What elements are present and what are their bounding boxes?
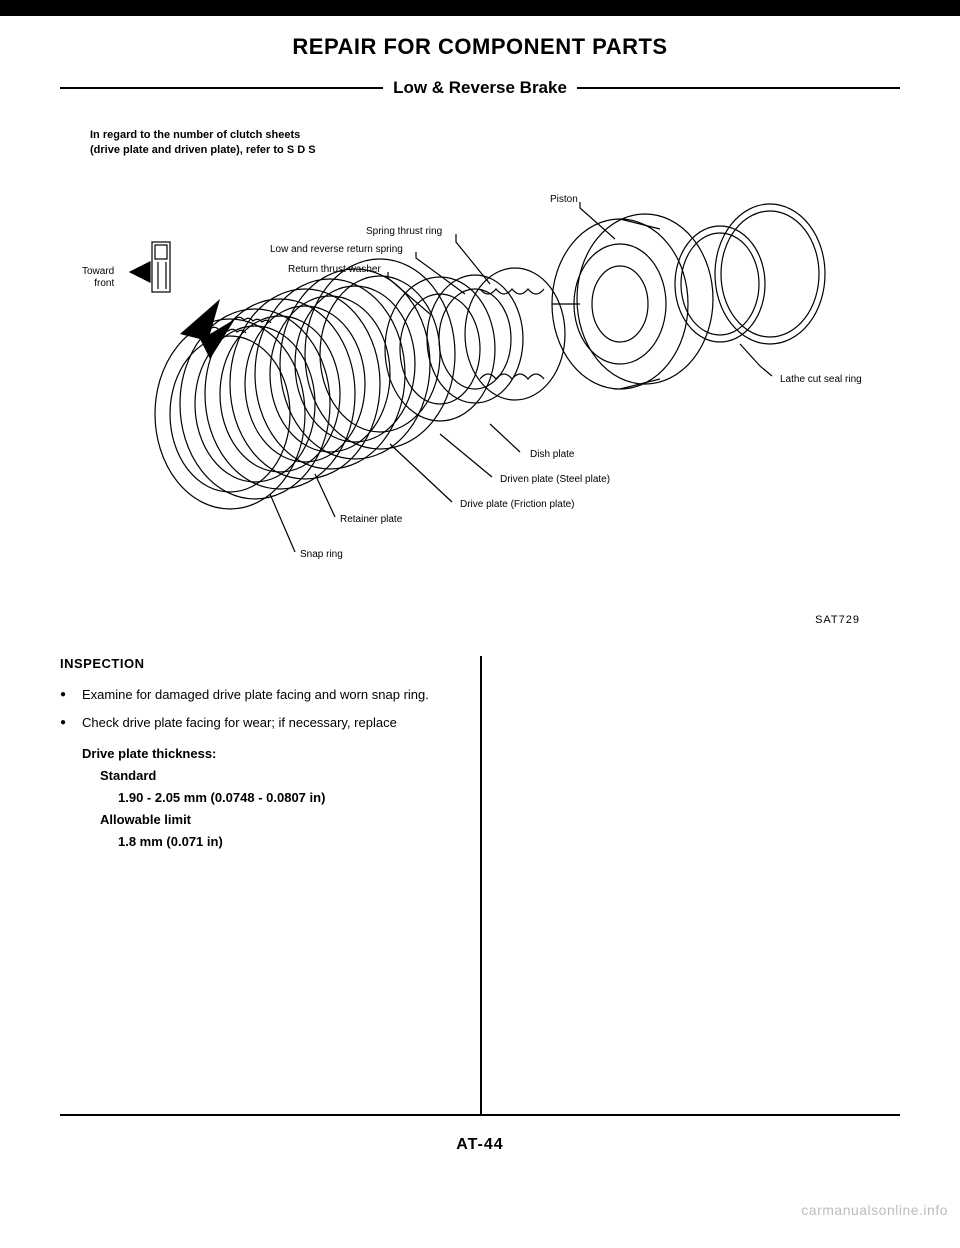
rule-left	[60, 87, 383, 89]
note-line-1: In regard to the number of clutch sheets	[90, 128, 900, 143]
page-content: REPAIR FOR COMPONENT PARTS Low & Reverse…	[0, 16, 960, 1226]
main-title: REPAIR FOR COMPONENT PARTS	[60, 34, 900, 60]
exploded-diagram: Toward front Spring thrust ring Low and …	[60, 184, 900, 604]
bullet-2: Check drive plate facing for wear; if ne…	[60, 713, 460, 733]
spec-title: Drive plate thickness:	[82, 743, 460, 765]
inspection-bullets: Examine for damaged drive plate facing a…	[60, 685, 460, 733]
subtitle-row: Low & Reverse Brake	[60, 78, 900, 98]
watermark: carmanualsonline.info	[801, 1202, 948, 1218]
page-number: AT-44	[60, 1136, 900, 1154]
spec-standard-label: Standard	[82, 765, 460, 787]
right-column	[480, 656, 900, 1114]
left-column: INSPECTION Examine for damaged drive pla…	[60, 656, 480, 1114]
drive-plate-spec: Drive plate thickness: Standard 1.90 - 2…	[60, 743, 460, 853]
top-black-bar	[0, 0, 960, 16]
figure-code: SAT729	[60, 614, 860, 626]
spec-limit-value: 1.8 mm (0.071 in)	[82, 831, 460, 853]
inspection-heading: INSPECTION	[60, 656, 460, 671]
note-line-2: (drive plate and driven plate), refer to…	[90, 143, 900, 158]
bullet-1: Examine for damaged drive plate facing a…	[60, 685, 460, 705]
subtitle: Low & Reverse Brake	[383, 78, 577, 98]
spec-standard-value: 1.90 - 2.05 mm (0.0748 - 0.0807 in)	[82, 787, 460, 809]
rule-right	[577, 87, 900, 89]
clutch-note: In regard to the number of clutch sheets…	[90, 128, 900, 159]
diagram-svg	[60, 184, 900, 604]
spec-limit-label: Allowable limit	[82, 809, 460, 831]
two-column-body: INSPECTION Examine for damaged drive pla…	[60, 656, 900, 1116]
